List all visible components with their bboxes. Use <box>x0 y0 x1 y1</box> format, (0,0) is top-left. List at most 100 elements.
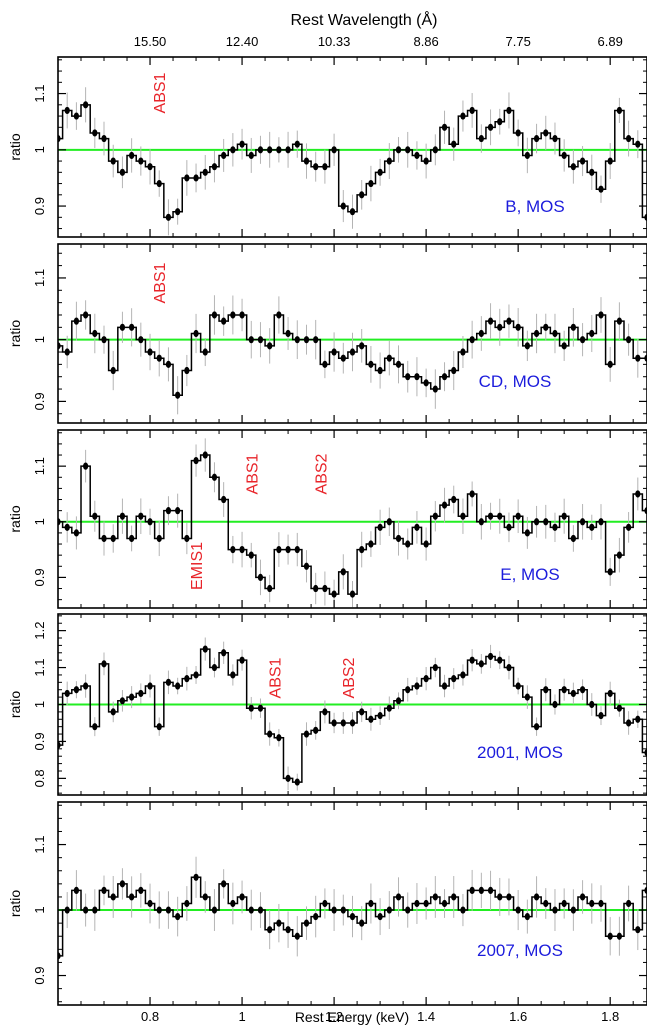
data-point <box>101 886 107 895</box>
data-point <box>506 317 512 325</box>
data-point <box>257 573 264 582</box>
data-point <box>543 899 549 908</box>
data-point <box>64 106 70 115</box>
data-point <box>607 932 613 940</box>
data-point <box>92 129 98 137</box>
data-point <box>423 675 429 683</box>
data-point <box>239 893 245 901</box>
data-point <box>294 336 300 344</box>
data-point <box>202 348 208 356</box>
data-point <box>101 660 107 668</box>
data-point <box>616 317 622 325</box>
data-point <box>561 899 567 908</box>
data-point <box>92 723 98 731</box>
data-point <box>175 682 181 690</box>
data-point <box>340 354 346 362</box>
data-point <box>340 906 346 914</box>
data-point <box>377 366 383 375</box>
data-point <box>184 534 190 543</box>
data-point <box>193 873 199 881</box>
data-point <box>451 366 457 375</box>
panel-label: 2001, MOS <box>477 743 563 762</box>
data-point <box>487 512 494 520</box>
data-point <box>211 163 218 171</box>
data-point <box>340 568 346 576</box>
data-point <box>211 906 218 914</box>
data-point <box>230 671 236 679</box>
data-point <box>230 545 236 554</box>
data-point <box>460 512 466 520</box>
data-point <box>165 678 172 686</box>
data-point <box>524 529 530 537</box>
x-axis-title: Rest Energy (keV) <box>295 1009 409 1025</box>
data-point <box>193 329 199 338</box>
data-point <box>497 118 503 126</box>
data-point <box>506 893 512 901</box>
data-point <box>460 348 466 356</box>
data-point <box>184 174 190 182</box>
data-point <box>64 348 70 356</box>
data-point <box>202 893 208 901</box>
data-point <box>73 112 80 120</box>
data-point <box>561 512 567 520</box>
panel-frame <box>57 801 647 1006</box>
data-point <box>110 534 116 543</box>
data-point <box>589 700 595 709</box>
data-point <box>147 163 153 171</box>
data-point <box>533 893 540 901</box>
panel-3: 0.9 1 1.1 ratio EMIS1 ABS1 ABS2 E, MOS <box>7 429 647 609</box>
data-point <box>625 719 632 727</box>
panel-data <box>58 637 647 791</box>
data-point <box>331 906 337 914</box>
data-point <box>395 534 402 543</box>
panel-frame <box>57 56 647 238</box>
data-point <box>165 360 172 368</box>
annotation-abs2: ABS2 <box>0 0 21 4</box>
data-point <box>395 146 402 154</box>
data-point <box>92 329 98 338</box>
data-point <box>414 899 420 908</box>
data-point <box>533 723 540 731</box>
data-point <box>533 134 540 143</box>
data-point <box>73 529 80 537</box>
data-point <box>543 518 549 526</box>
data-point <box>368 540 374 548</box>
data-point <box>589 523 595 531</box>
data-point <box>119 880 126 888</box>
data-point <box>230 311 236 319</box>
data-point <box>248 704 254 712</box>
data-point <box>543 323 549 331</box>
data-point <box>515 906 521 914</box>
data-point <box>368 360 374 368</box>
data-point <box>340 719 346 727</box>
data-point <box>313 584 319 593</box>
data-point <box>230 899 236 908</box>
data-point <box>487 652 494 661</box>
data-point <box>257 906 264 914</box>
data-point <box>211 473 218 481</box>
data-point <box>294 140 300 148</box>
data-point <box>248 906 254 914</box>
data-point <box>322 584 328 593</box>
data-point <box>267 730 273 738</box>
data-point <box>552 134 558 143</box>
data-point <box>570 323 576 331</box>
data-point <box>441 899 448 908</box>
data-point <box>175 912 181 921</box>
data-point <box>294 932 300 940</box>
data-point <box>515 129 521 137</box>
y-tick-label: 0.9 <box>32 732 47 750</box>
data-point <box>73 886 80 895</box>
data-point <box>386 354 392 362</box>
data-point <box>285 926 291 934</box>
top-axis-title: Rest Wavelength (Å) <box>290 10 437 29</box>
data-point <box>607 360 613 368</box>
annotation-abs2: ABS2 <box>313 453 330 494</box>
y-tick-label: 1.1 <box>32 659 47 677</box>
data-point <box>147 899 153 908</box>
data-point <box>515 323 521 331</box>
panel-label: CD, MOS <box>479 372 552 391</box>
data-point <box>110 708 116 716</box>
data-point <box>359 919 365 927</box>
data-point <box>460 906 466 914</box>
